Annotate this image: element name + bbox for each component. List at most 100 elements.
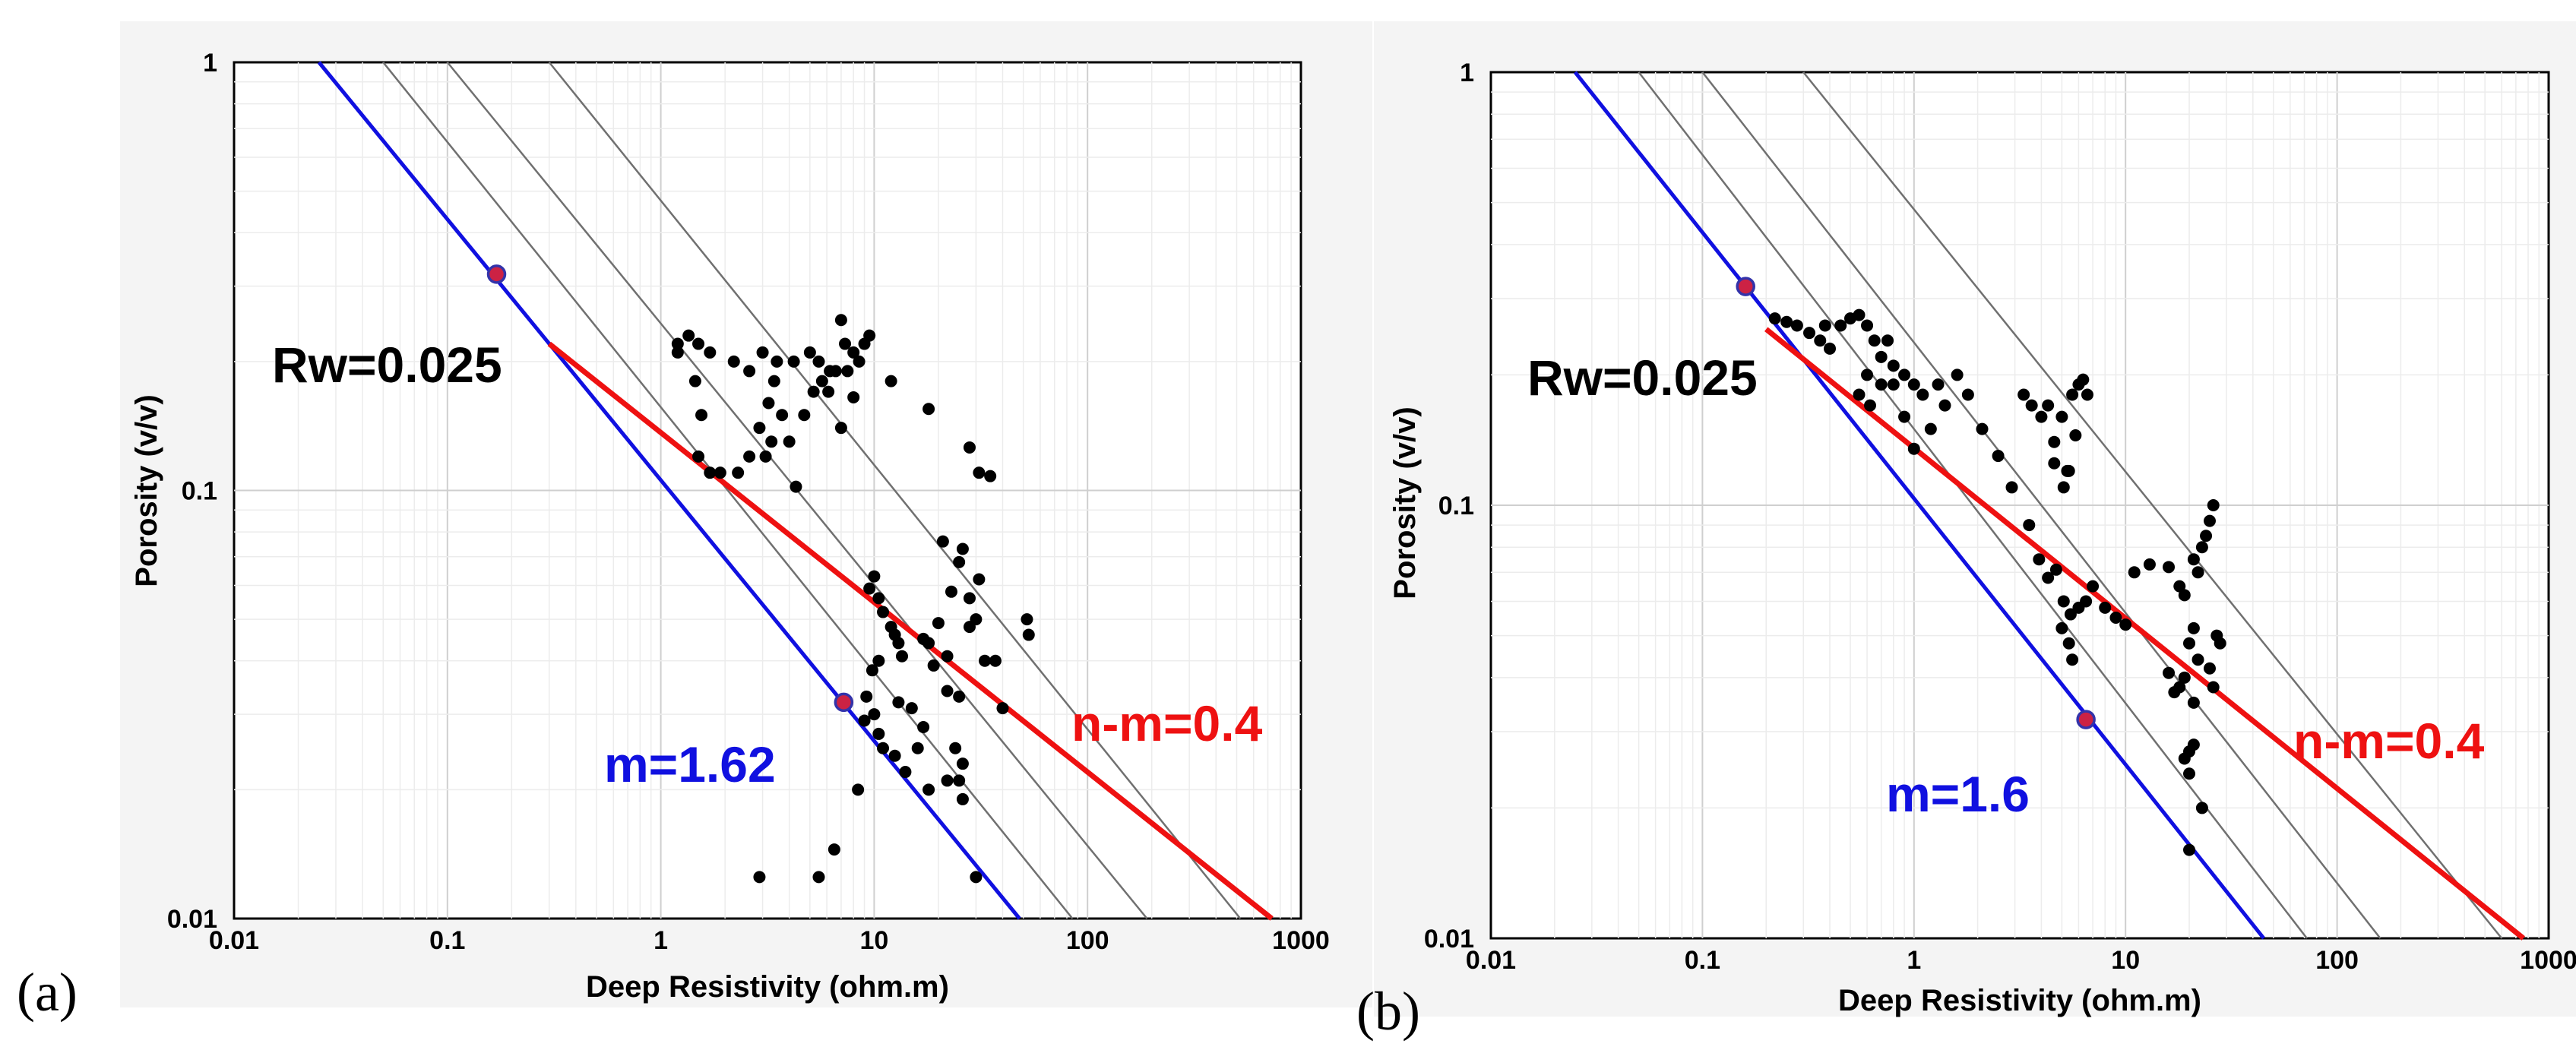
panel-a-y-axis-title: Porosity (v/v) xyxy=(130,394,163,587)
trend-line-red xyxy=(547,341,1274,921)
data-point xyxy=(895,650,908,663)
data-point xyxy=(989,654,1002,667)
data-point xyxy=(1864,399,1877,412)
data-point xyxy=(872,592,885,605)
data-point xyxy=(2049,563,2062,576)
panel-a-x-tick-labels: 0.01 0.1 1 10 100 1000 xyxy=(209,926,1330,955)
data-point xyxy=(783,435,796,448)
data-point xyxy=(692,337,705,350)
data-point xyxy=(1875,350,1888,363)
data-point xyxy=(852,783,865,796)
data-point xyxy=(949,742,962,754)
panel-b-x-tick-labels: 0.01 0.1 1 10 100 1000 xyxy=(1466,946,2576,975)
data-point xyxy=(1907,378,1920,391)
y-tick-label: 1 xyxy=(203,49,217,77)
x-tick-label: 10 xyxy=(859,926,888,955)
data-point xyxy=(2195,541,2208,554)
x-tick-label: 100 xyxy=(1066,926,1109,955)
data-point xyxy=(956,792,969,805)
data-point xyxy=(2173,580,2186,593)
data-point xyxy=(2207,499,2220,511)
panel-b-y-tick-labels: 1 0.1 0.01 xyxy=(1424,59,1474,954)
data-point xyxy=(936,535,949,548)
data-point xyxy=(996,702,1009,715)
panel-a-y-tick-labels: 1 0.1 0.01 xyxy=(167,49,217,934)
data-point xyxy=(2195,802,2208,814)
data-point xyxy=(2048,457,2061,470)
data-point xyxy=(762,397,775,410)
data-point xyxy=(815,375,828,387)
data-point xyxy=(2055,621,2068,634)
data-point xyxy=(727,355,740,368)
data-point xyxy=(803,346,816,359)
data-point xyxy=(963,621,976,634)
panel-b-lines xyxy=(1573,71,2526,941)
data-point xyxy=(2163,666,2176,679)
data-point xyxy=(2017,388,2030,401)
data-point xyxy=(2128,566,2141,579)
data-point xyxy=(1834,319,1847,332)
saturation-line-grey xyxy=(1638,71,2308,939)
data-point xyxy=(787,355,800,368)
data-point xyxy=(863,329,876,342)
data-point xyxy=(963,592,976,605)
data-point xyxy=(2042,399,2055,412)
data-point xyxy=(2191,653,2204,666)
data-point xyxy=(1924,422,1937,435)
data-point xyxy=(922,403,935,416)
panel-b-rw-annotation: Rw=0.025 xyxy=(1527,349,1758,406)
data-point xyxy=(1790,319,1803,332)
data-point xyxy=(1780,315,1793,328)
data-point xyxy=(941,650,954,663)
data-point xyxy=(790,480,802,493)
data-point xyxy=(671,337,684,350)
data-point xyxy=(692,450,705,463)
data-point xyxy=(753,422,766,435)
data-point xyxy=(953,690,966,703)
data-point xyxy=(877,606,890,618)
data-point xyxy=(868,570,881,583)
y-tick-label: 0.01 xyxy=(1424,925,1474,954)
panel-b-x-axis-title: Deep Resistivity (ohm.m) xyxy=(1838,984,2201,1017)
data-point xyxy=(822,385,835,398)
data-point xyxy=(2099,601,2112,614)
saturation-line-grey xyxy=(548,62,1242,919)
data-point xyxy=(828,843,840,856)
data-point xyxy=(2069,429,2082,442)
data-point xyxy=(1853,308,1866,321)
data-point xyxy=(956,542,969,555)
data-point xyxy=(759,450,772,463)
data-point xyxy=(2109,611,2122,624)
data-point xyxy=(1861,319,1874,332)
panel-a-control-points xyxy=(486,264,854,713)
data-point xyxy=(941,685,954,697)
data-point xyxy=(877,742,890,754)
data-point xyxy=(872,654,885,667)
data-point xyxy=(2080,595,2093,608)
data-point xyxy=(1861,368,1874,381)
data-point xyxy=(885,375,897,387)
data-point xyxy=(2057,595,2070,608)
data-point xyxy=(704,346,717,359)
data-point xyxy=(834,422,847,435)
data-point xyxy=(2062,464,2075,477)
data-point xyxy=(767,375,780,387)
data-point xyxy=(812,355,825,368)
data-point xyxy=(953,555,966,568)
data-point xyxy=(2119,618,2132,631)
data-point xyxy=(2187,553,2200,566)
data-point xyxy=(834,314,847,327)
x-tick-label: 1 xyxy=(653,926,668,955)
data-point xyxy=(765,435,778,448)
data-point xyxy=(2178,671,2191,684)
data-point xyxy=(2178,589,2191,602)
data-point xyxy=(671,346,684,359)
data-point xyxy=(858,714,871,727)
data-point xyxy=(953,774,966,787)
panel-b-data-points xyxy=(1768,308,2226,856)
data-point xyxy=(945,585,957,598)
data-point xyxy=(743,365,756,378)
data-point xyxy=(841,365,854,378)
data-point xyxy=(1887,359,1900,372)
data-point xyxy=(2005,481,2018,494)
